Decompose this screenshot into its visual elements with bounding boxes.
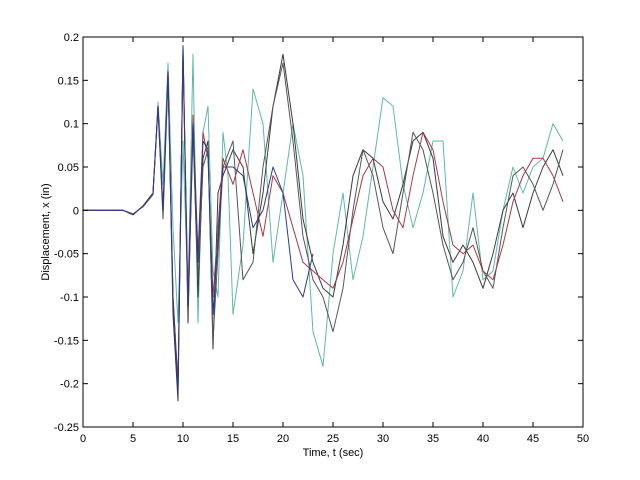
y-tick-label: -0.2 — [60, 379, 79, 391]
series-line-5 — [83, 45, 314, 393]
x-tick-label: 25 — [327, 433, 339, 445]
series-line-1 — [83, 53, 564, 367]
x-tick-label: 35 — [427, 433, 439, 445]
x-axis-label: Time, t (sec) — [303, 447, 364, 459]
y-axis-label: Displacement, x (in) — [40, 183, 52, 280]
x-tick-label: 0 — [80, 433, 86, 445]
x-tick-label: 15 — [227, 433, 239, 445]
x-tick-label: 10 — [177, 433, 189, 445]
y-tick-label: 0.15 — [58, 75, 79, 87]
y-tick-label: 0.1 — [64, 119, 79, 131]
y-tick-label: -0.25 — [54, 422, 79, 434]
x-tick-label: 30 — [377, 433, 389, 445]
plot-area — [83, 45, 564, 402]
y-tick-label: -0.15 — [54, 335, 79, 347]
y-tick-label: 0.2 — [64, 32, 79, 44]
x-axis-ticks: 0 5 10 15 20 25 30 35 40 45 50 — [80, 37, 589, 445]
y-axis-ticks: -0.25 -0.2 -0.15 -0.1 -0.05 0 0.05 0.1 0.15 0.2 — [54, 32, 583, 434]
x-tick-label: 40 — [477, 433, 489, 445]
y-tick-label: -0.05 — [54, 249, 79, 261]
y-tick-label: -0.1 — [60, 292, 79, 304]
y-tick-label: 0.05 — [58, 162, 79, 174]
x-tick-label: 5 — [130, 433, 136, 445]
x-tick-label: 50 — [577, 433, 589, 445]
x-tick-label: 45 — [527, 433, 539, 445]
x-tick-label: 20 — [277, 433, 289, 445]
y-tick-label: 0 — [73, 205, 79, 217]
series-line-2 — [83, 45, 564, 402]
